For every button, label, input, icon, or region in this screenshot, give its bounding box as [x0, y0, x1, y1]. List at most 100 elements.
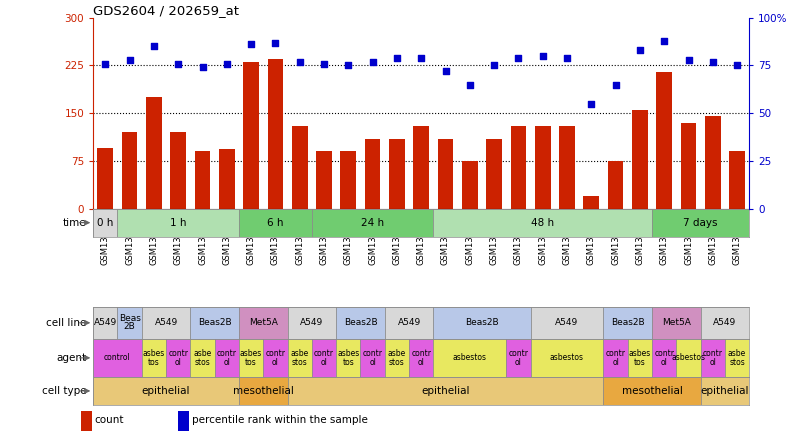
- Point: [585, 100, 598, 107]
- Point: [172, 60, 185, 67]
- Bar: [239, 209, 312, 237]
- Bar: [219, 150, 235, 209]
- Bar: [215, 339, 239, 377]
- Text: Beas
2B: Beas 2B: [118, 314, 141, 331]
- Text: contr
ol: contr ol: [266, 349, 285, 366]
- Bar: [312, 209, 433, 237]
- Bar: [506, 339, 531, 377]
- Text: asbe
stos: asbe stos: [728, 349, 746, 366]
- Point: [609, 81, 622, 88]
- Bar: [531, 339, 603, 377]
- Bar: [336, 307, 385, 339]
- Text: A549: A549: [398, 318, 420, 327]
- Bar: [603, 307, 652, 339]
- Bar: [701, 339, 725, 377]
- Bar: [288, 339, 312, 377]
- Text: asbe
stos: asbe stos: [388, 349, 406, 366]
- Point: [269, 39, 282, 46]
- Bar: [93, 209, 117, 237]
- Bar: [146, 97, 162, 209]
- Point: [561, 54, 573, 61]
- Bar: [190, 307, 239, 339]
- Bar: [117, 209, 239, 237]
- Bar: [97, 148, 113, 209]
- Bar: [725, 339, 749, 377]
- Bar: [531, 307, 603, 339]
- Point: [415, 54, 428, 61]
- Text: contr
ol: contr ol: [509, 349, 528, 366]
- Bar: [603, 377, 701, 405]
- Text: epithelial: epithelial: [142, 386, 190, 396]
- Bar: [433, 339, 506, 377]
- Text: contr
ol: contr ol: [168, 349, 188, 366]
- Bar: [336, 339, 360, 377]
- Text: 7 days: 7 days: [684, 218, 718, 228]
- Bar: [170, 132, 186, 209]
- Text: cell type: cell type: [42, 386, 87, 396]
- Point: [342, 62, 355, 69]
- Bar: [701, 377, 749, 405]
- Bar: [409, 339, 433, 377]
- Point: [99, 60, 112, 67]
- Bar: [701, 307, 749, 339]
- Point: [633, 47, 646, 54]
- Text: asbes
tos: asbes tos: [240, 349, 262, 366]
- Text: A549: A549: [556, 318, 578, 327]
- Text: Beas2B: Beas2B: [343, 318, 377, 327]
- Text: A549: A549: [714, 318, 736, 327]
- Point: [488, 62, 501, 69]
- Bar: [583, 196, 599, 209]
- Bar: [288, 377, 603, 405]
- Bar: [656, 72, 672, 209]
- Text: asbes
tos: asbes tos: [629, 349, 651, 366]
- Bar: [178, 411, 189, 431]
- Text: control: control: [104, 353, 131, 362]
- Text: cell line: cell line: [46, 318, 87, 328]
- Point: [147, 43, 160, 50]
- Text: epithelial: epithelial: [701, 386, 749, 396]
- Bar: [385, 307, 433, 339]
- Text: contr
ol: contr ol: [363, 349, 382, 366]
- Text: A549: A549: [94, 318, 117, 327]
- Bar: [437, 139, 454, 209]
- Bar: [267, 59, 284, 209]
- Point: [293, 58, 306, 65]
- Bar: [652, 209, 749, 237]
- Text: 24 h: 24 h: [361, 218, 384, 228]
- Bar: [239, 377, 288, 405]
- Bar: [559, 126, 575, 209]
- Text: 6 h: 6 h: [267, 218, 284, 228]
- Text: Beas2B: Beas2B: [465, 318, 499, 327]
- Bar: [194, 151, 211, 209]
- Bar: [142, 339, 166, 377]
- Bar: [433, 307, 531, 339]
- Text: contr
ol: contr ol: [217, 349, 237, 366]
- Text: GDS2604 / 202659_at: GDS2604 / 202659_at: [93, 4, 239, 16]
- Bar: [166, 339, 190, 377]
- Point: [536, 52, 549, 59]
- Bar: [652, 339, 676, 377]
- Text: asbes
tos: asbes tos: [337, 349, 360, 366]
- Bar: [676, 339, 701, 377]
- Bar: [535, 126, 551, 209]
- Point: [318, 60, 330, 67]
- Bar: [316, 151, 332, 209]
- Bar: [93, 307, 117, 339]
- Bar: [628, 339, 652, 377]
- Bar: [385, 339, 409, 377]
- Bar: [81, 411, 92, 431]
- Text: A549: A549: [155, 318, 177, 327]
- Bar: [243, 62, 259, 209]
- Text: asbe
stos: asbe stos: [291, 349, 309, 366]
- Bar: [93, 377, 239, 405]
- Text: asbes
tos: asbes tos: [143, 349, 165, 366]
- Bar: [190, 339, 215, 377]
- Bar: [680, 123, 697, 209]
- Bar: [652, 307, 701, 339]
- Bar: [340, 151, 356, 209]
- Text: Met5A: Met5A: [249, 318, 278, 327]
- Text: contr
ol: contr ol: [703, 349, 723, 366]
- Bar: [364, 139, 381, 209]
- Text: asbestos: asbestos: [453, 353, 487, 362]
- Bar: [122, 132, 138, 209]
